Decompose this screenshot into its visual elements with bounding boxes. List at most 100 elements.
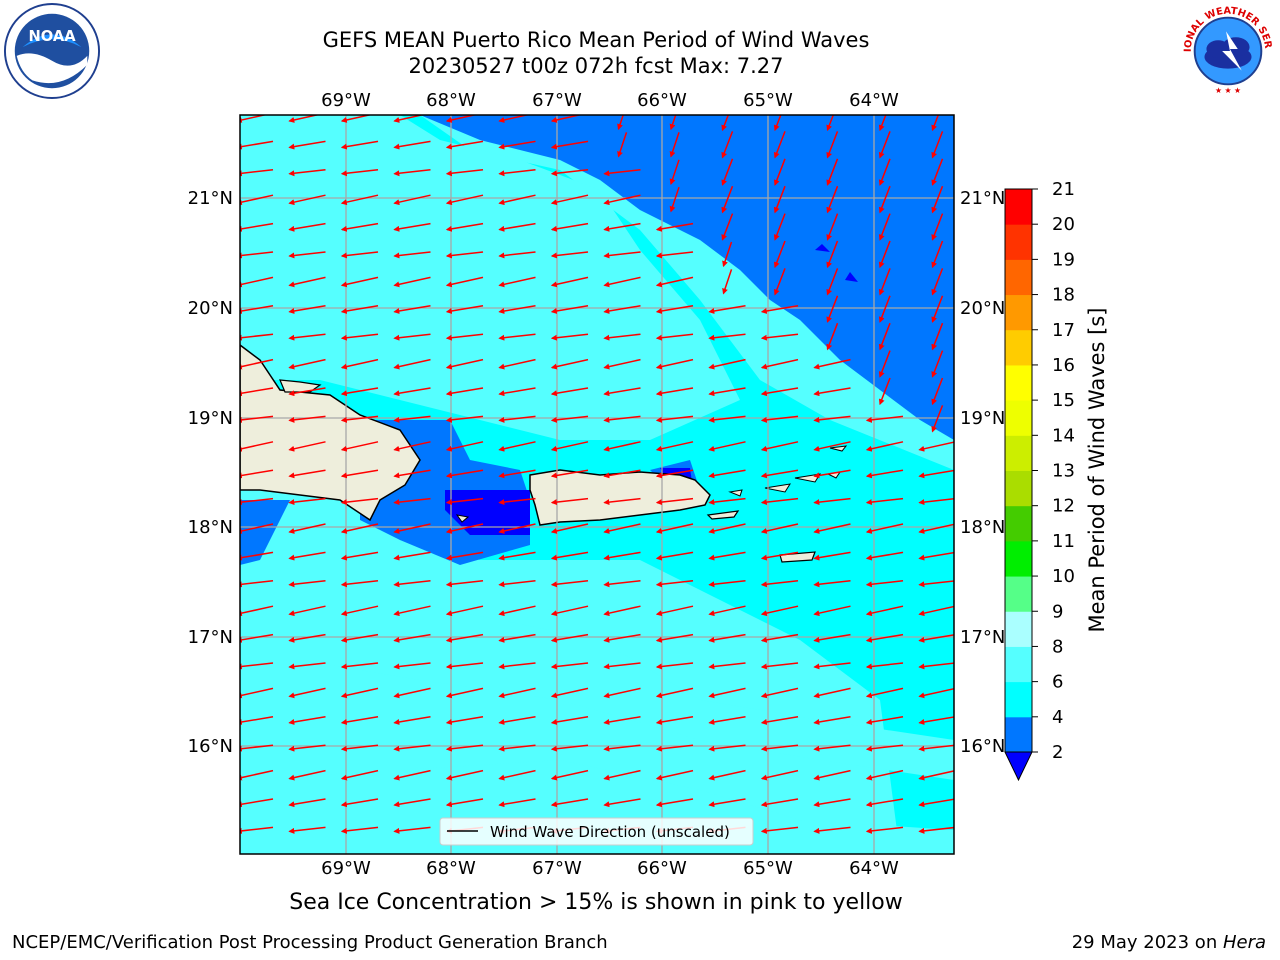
wind-wave-arrow	[550, 605, 589, 617]
wind-wave-arrow	[878, 295, 891, 323]
colorbar-tick-label: 11	[1052, 531, 1075, 552]
wind-wave-arrow	[918, 716, 954, 725]
wind-wave-arrow	[865, 633, 904, 643]
wind-wave-arrow	[288, 469, 326, 479]
wind-wave-arrow	[878, 322, 891, 351]
wind-wave-arrow	[550, 744, 589, 752]
wind-wave-arrow	[878, 115, 887, 132]
field-6-8-north	[240, 115, 740, 440]
lon-label-bottom: 64°W	[849, 858, 899, 879]
wind-wave-arrow	[445, 551, 484, 561]
wind-wave-arrow	[603, 387, 641, 397]
lat-label-left: 17°N	[188, 627, 233, 648]
wind-wave-arrow	[240, 769, 274, 781]
wind-wave-arrow	[813, 441, 851, 452]
wind-wave-arrow	[340, 387, 379, 397]
wind-wave-arrow	[865, 687, 904, 699]
colorbar-segment	[1005, 470, 1032, 507]
wind-wave-arrow	[708, 716, 746, 725]
wind-wave-arrow	[721, 213, 734, 241]
wind-wave-arrow	[288, 798, 326, 808]
wind-wave-arrow	[865, 662, 904, 670]
wind-wave-arrow	[760, 523, 799, 534]
wind-wave-arrow	[393, 744, 431, 752]
wind-wave-arrow	[773, 240, 786, 269]
wind-wave-arrow	[721, 115, 730, 132]
wind-wave-arrow	[340, 523, 379, 534]
wind-wave-arrow	[813, 523, 851, 534]
wind-wave-arrow	[865, 469, 904, 479]
wind-wave-arrow	[708, 605, 746, 617]
wind-wave-arrow	[288, 115, 320, 123]
wind-wave-arrow	[918, 687, 954, 699]
wind-wave-arrow	[288, 415, 326, 423]
wind-wave-arrow	[550, 441, 589, 452]
wind-wave-arrow	[655, 441, 694, 452]
wind-wave-arrow	[865, 744, 904, 752]
lon-label-bottom: 69°W	[321, 858, 371, 879]
wind-wave-arrows	[240, 115, 954, 834]
footer-machine: Hera	[1222, 932, 1266, 953]
wind-wave-arrow	[918, 634, 954, 643]
colorbar-tick-label: 9	[1052, 601, 1063, 622]
wind-wave-arrow	[721, 185, 734, 214]
wind-wave-arrow	[498, 497, 536, 506]
wind-wave-arrow	[708, 441, 746, 452]
wind-wave-arrow	[445, 222, 484, 232]
wind-wave-arrow	[655, 333, 694, 341]
lon-label-top: 67°W	[532, 90, 582, 111]
wind-wave-arrow	[708, 523, 746, 534]
footer-date-text: 29 May 2023 on	[1071, 932, 1223, 953]
wind-wave-arrow	[240, 441, 274, 452]
wind-wave-arrow	[826, 213, 839, 241]
wind-wave-arrow	[813, 744, 851, 752]
wind-wave-arrow	[708, 633, 746, 643]
wind-wave-arrow	[865, 769, 904, 781]
lat-label-right: 16°N	[960, 736, 1005, 757]
wind-wave-arrow	[240, 415, 274, 423]
wind-wave-arrow	[340, 798, 379, 808]
wind-wave-arrow	[498, 387, 536, 397]
wind-wave-arrow	[340, 333, 379, 341]
chart-title: GEFS MEAN Puerto Rico Mean Period of Win…	[322, 28, 870, 52]
wind-wave-arrow	[918, 826, 954, 834]
wind-wave-arrow	[240, 662, 274, 670]
wind-wave-arrow	[760, 633, 799, 643]
wind-wave-arrow	[708, 497, 746, 506]
wind-wave-arrow	[445, 140, 484, 150]
wind-wave-arrow	[288, 826, 326, 834]
wind-wave-arrow	[617, 115, 624, 131]
wind-wave-arrow	[655, 497, 694, 506]
wind-wave-arrow	[498, 194, 536, 206]
wind-wave-arrow	[393, 222, 431, 232]
wind-wave-arrow	[813, 605, 851, 617]
wind-wave-arrow	[340, 222, 379, 232]
wind-wave-arrow	[288, 497, 326, 506]
colorbar-segment	[1005, 681, 1032, 718]
wind-wave-arrow	[550, 469, 589, 479]
colorbar-tick-label: 20	[1052, 214, 1075, 235]
lon-label-bottom: 67°W	[532, 858, 582, 879]
wind-wave-arrow	[655, 744, 694, 752]
wind-wave-arrow	[669, 186, 680, 213]
wind-wave-arrow	[393, 469, 431, 479]
wind-wave-arrow	[918, 770, 954, 781]
wind-wave-arrow	[445, 523, 484, 534]
wind-wave-arrow	[813, 415, 851, 423]
wind-wave-arrow	[931, 185, 944, 214]
wind-wave-arrow	[393, 140, 431, 150]
wind-wave-arrow	[393, 716, 431, 725]
wind-wave-arrow	[708, 305, 746, 314]
wind-wave-arrow	[393, 387, 431, 397]
map-legend: Wind Wave Direction (unscaled)	[439, 817, 754, 846]
wind-wave-arrow	[340, 415, 379, 423]
wind-wave-arrow	[288, 276, 326, 288]
lat-label-left: 19°N	[188, 408, 233, 429]
wind-wave-arrow	[760, 716, 799, 725]
wind-wave-arrow	[340, 140, 379, 150]
wind-wave-arrow	[550, 769, 589, 781]
wind-wave-arrow	[773, 115, 782, 132]
wind-wave-arrow	[918, 605, 954, 617]
chart-subtitle: 20230527 t00z 072h fcst Max: 7.27	[408, 54, 784, 78]
wind-wave-arrow	[655, 551, 694, 561]
